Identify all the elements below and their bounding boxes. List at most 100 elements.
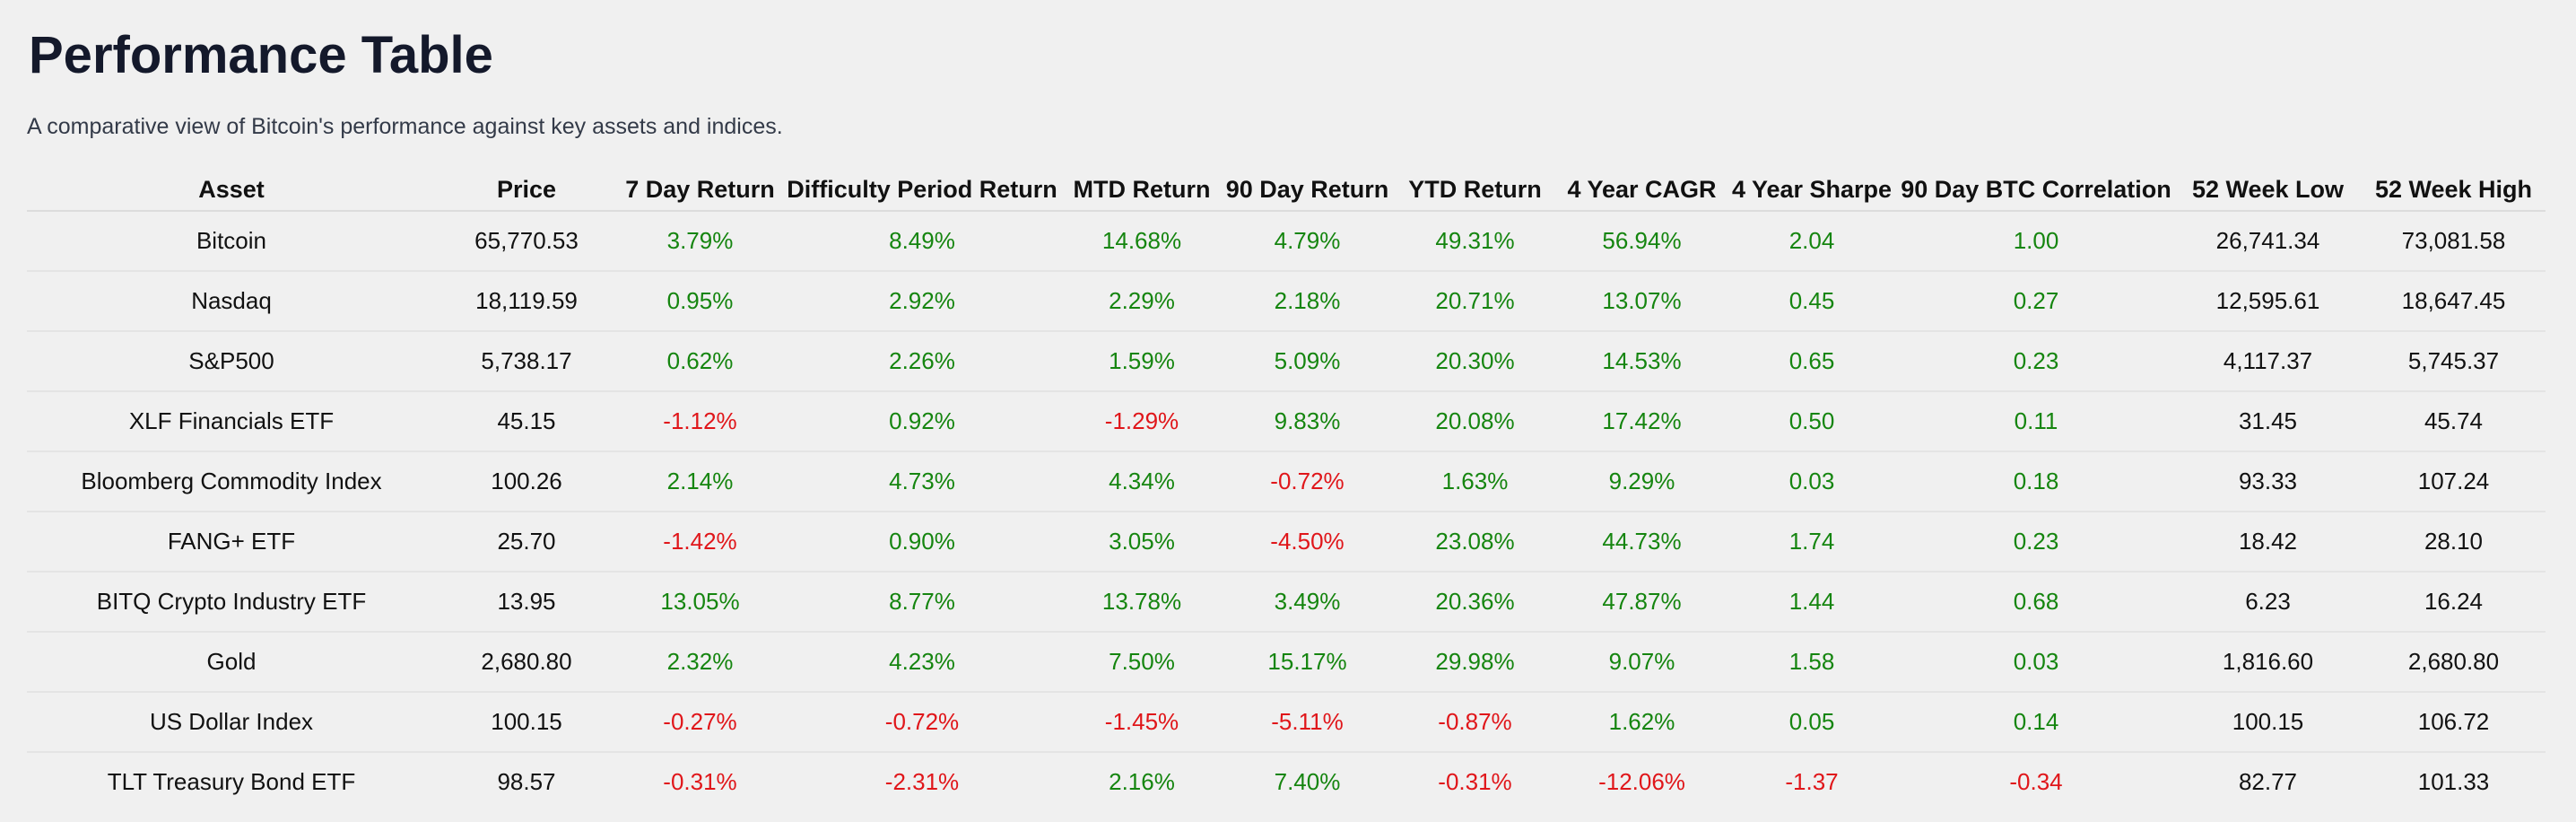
value-cell: 0.05 xyxy=(1726,692,1898,753)
value-cell: 4.23% xyxy=(783,632,1061,693)
value-cell: 0.27 xyxy=(1898,271,2174,332)
value-cell: -0.31% xyxy=(663,768,737,795)
header-row: Asset Price 7 Day Return Difficulty Period … xyxy=(27,169,2546,212)
value-cell: 2.29% xyxy=(1061,271,1223,332)
value-cell: -1.42% xyxy=(617,512,783,573)
value-cell: 0.90% xyxy=(783,512,1061,573)
value-cell: 65,770.53 xyxy=(436,211,617,272)
value-cell: 93.33 xyxy=(2174,451,2362,512)
value-cell: 1,816.60 xyxy=(2174,632,2362,693)
value-cell: 28.10 xyxy=(2362,512,2546,573)
asset-cell: US Dollar Index xyxy=(27,692,436,753)
value-cell: 44.73% xyxy=(1558,512,1726,573)
value-cell: 4.79% xyxy=(1223,211,1392,272)
asset-cell: FANG+ ETF xyxy=(27,512,436,573)
value-cell: 31.45 xyxy=(2174,391,2362,452)
value-cell: 2.92% xyxy=(783,271,1061,332)
table-row: FANG+ ETF 25.70 -1.42% 0.90% 3.05% -4.50% 23.0… xyxy=(27,512,2546,573)
value-cell: 0.23 xyxy=(1898,512,2174,573)
value-cell: 2.18% xyxy=(1223,271,1392,332)
value-cell: 3.79% xyxy=(617,211,783,272)
asset-cell: Gold xyxy=(27,632,436,693)
column-header: MTD Return xyxy=(1061,169,1223,212)
value-cell: 101.33 xyxy=(2417,768,2490,795)
value-cell: 26,741.34 xyxy=(2174,211,2362,272)
value-cell: 20.71% xyxy=(1392,271,1558,332)
column-header: 4 Year CAGR xyxy=(1558,169,1726,212)
value-cell: 1.44 xyxy=(1726,572,1898,633)
value-cell: 23.08% xyxy=(1392,512,1558,573)
value-cell: 0.11 xyxy=(1898,391,2174,452)
value-cell: 5,745.37 xyxy=(2362,331,2546,392)
value-cell: 2.16% xyxy=(1109,768,1175,795)
table-row: BITQ Crypto Industry ETF 13.95 13.05% 8.77%… xyxy=(27,572,2546,633)
value-cell: 1.59% xyxy=(1061,331,1223,392)
table-row: Bloomberg Commodity Index 100.26 2.14% 4.73… xyxy=(27,451,2546,512)
value-cell: 8.49% xyxy=(783,211,1061,272)
column-header: 4 Year Sharpe xyxy=(1726,169,1898,212)
column-header: 90 Day BTC Correlation xyxy=(1898,169,2174,212)
value-cell: -5.11% xyxy=(1223,692,1392,753)
value-cell: -1.29% xyxy=(1061,391,1223,452)
asset-cell: S&P500 xyxy=(27,331,436,392)
performance-table: Asset Price 7 Day Return Difficulty Period … xyxy=(27,169,2546,811)
table-body: Bitcoin 65,770.53 3.79% 8.49% 14.68% 4.79% 49.… xyxy=(27,211,2546,811)
value-cell: 0.18 xyxy=(1898,451,2174,512)
value-cell: 45.74 xyxy=(2362,391,2546,452)
value-cell: 1.63% xyxy=(1392,451,1558,512)
value-cell: 0.50 xyxy=(1726,391,1898,452)
value-cell: 73,081.58 xyxy=(2362,211,2546,272)
value-cell: -0.72% xyxy=(783,692,1061,753)
value-cell: 82.77 xyxy=(2238,768,2298,795)
value-cell: 0.62% xyxy=(617,331,783,392)
value-cell: 0.03 xyxy=(1726,451,1898,512)
value-cell: -0.87% xyxy=(1392,692,1558,753)
asset-cell: XLF Financials ETF xyxy=(27,391,436,452)
value-cell: 20.08% xyxy=(1392,391,1558,452)
value-cell: 18,119.59 xyxy=(436,271,617,332)
value-cell: 0.23 xyxy=(1898,331,2174,392)
value-cell: 4.34% xyxy=(1061,451,1223,512)
column-header: Difficulty Period Return xyxy=(783,169,1061,212)
value-cell: 47.87% xyxy=(1558,572,1726,633)
value-cell: 13.78% xyxy=(1061,572,1223,633)
value-cell: -0.34 xyxy=(2009,768,2063,795)
value-cell: 15.17% xyxy=(1223,632,1392,693)
value-cell: -0.72% xyxy=(1223,451,1392,512)
value-cell: 3.05% xyxy=(1061,512,1223,573)
value-cell: -1.37 xyxy=(1785,768,1839,795)
value-cell: 4,117.37 xyxy=(2174,331,2362,392)
value-cell: 4.73% xyxy=(783,451,1061,512)
value-cell: 20.30% xyxy=(1392,331,1558,392)
value-cell: -1.45% xyxy=(1061,692,1223,753)
value-cell: 107.24 xyxy=(2362,451,2546,512)
column-header: YTD Return xyxy=(1392,169,1558,212)
column-header: Price xyxy=(436,169,617,212)
asset-cell: BITQ Crypto Industry ETF xyxy=(27,572,436,633)
column-header: 90 Day Return xyxy=(1223,169,1392,212)
page-subtitle: A comparative view of Bitcoin's performa… xyxy=(27,114,783,139)
value-cell: 1.00 xyxy=(1898,211,2174,272)
value-cell: 2.32% xyxy=(617,632,783,693)
value-cell: 18.42 xyxy=(2174,512,2362,573)
value-cell: 1.74 xyxy=(1726,512,1898,573)
value-cell: 56.94% xyxy=(1558,211,1726,272)
value-cell: 14.53% xyxy=(1558,331,1726,392)
value-cell: 5.09% xyxy=(1223,331,1392,392)
column-header: 52 Week Low xyxy=(2174,169,2362,212)
value-cell: 2.04 xyxy=(1726,211,1898,272)
value-cell: -12.06% xyxy=(1598,768,1685,795)
value-cell: 17.42% xyxy=(1558,391,1726,452)
value-cell: 18,647.45 xyxy=(2362,271,2546,332)
asset-cell: Bitcoin xyxy=(27,211,436,272)
value-cell: 2.14% xyxy=(617,451,783,512)
value-cell: 9.29% xyxy=(1558,451,1726,512)
value-cell: 9.83% xyxy=(1223,391,1392,452)
value-cell: 45.15 xyxy=(436,391,617,452)
value-cell: 106.72 xyxy=(2362,692,2546,753)
value-cell: 16.24 xyxy=(2362,572,2546,633)
value-cell: 2,680.80 xyxy=(2362,632,2546,693)
value-cell: -4.50% xyxy=(1223,512,1392,573)
value-cell: 2.26% xyxy=(783,331,1061,392)
